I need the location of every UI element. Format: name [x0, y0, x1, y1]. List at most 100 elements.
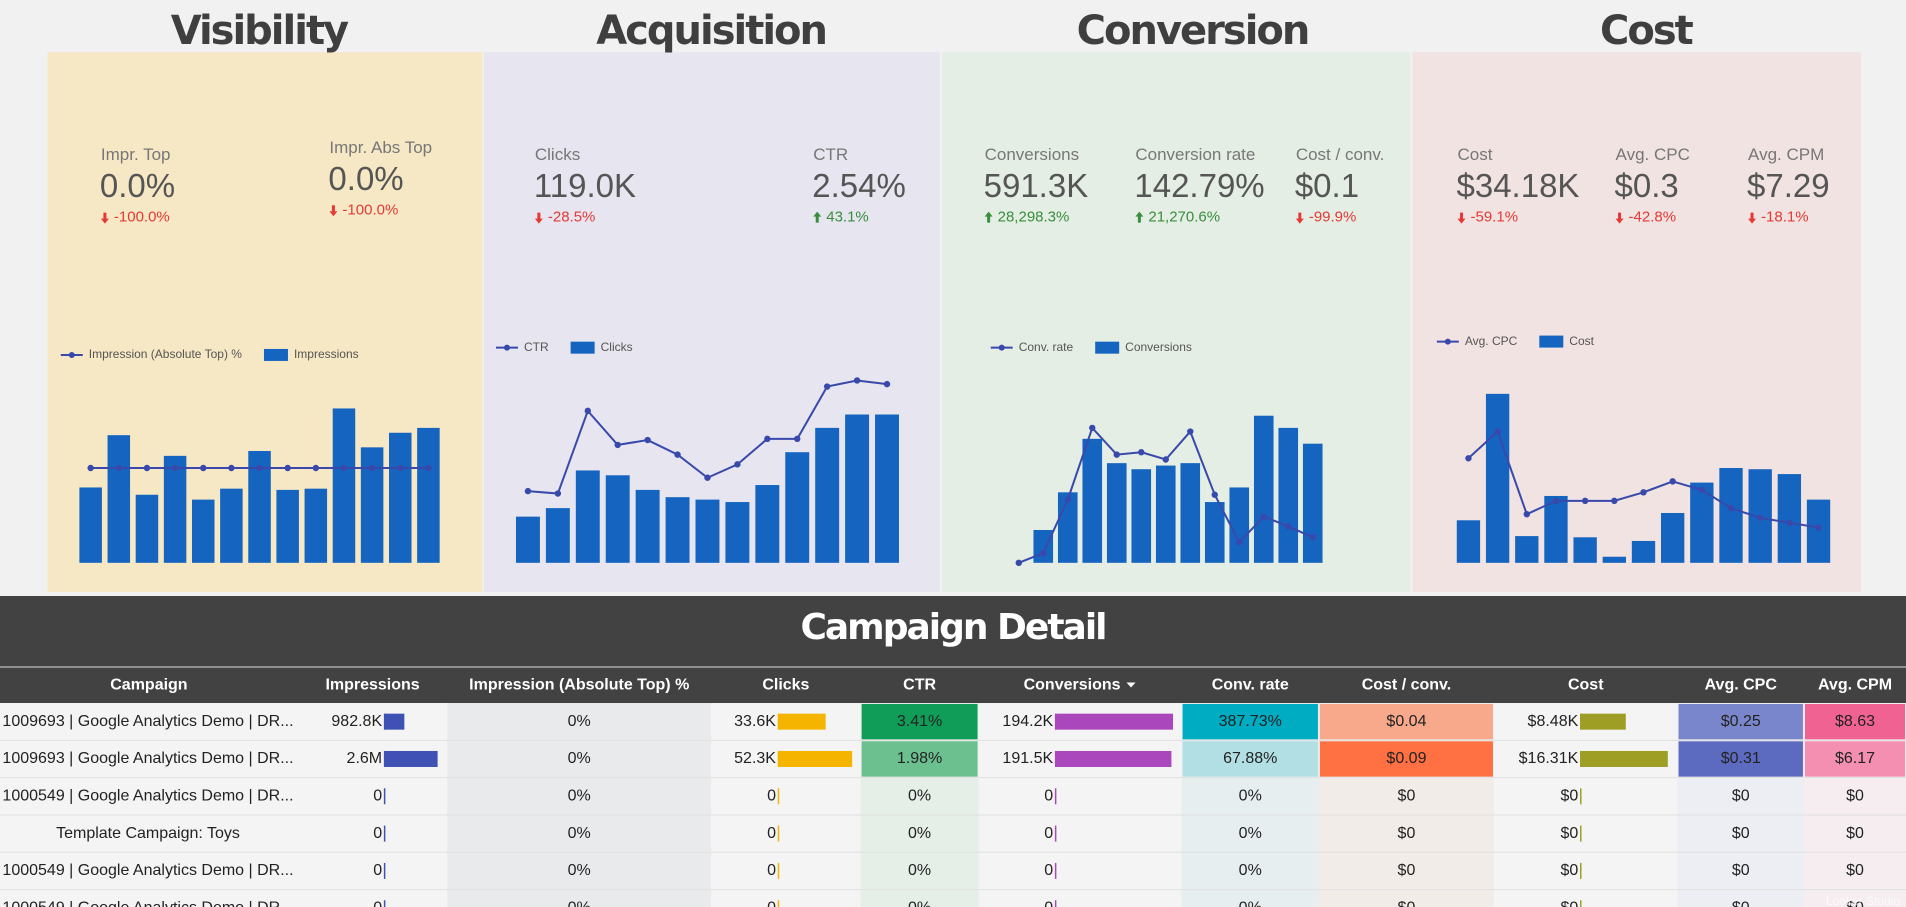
- panel-title: Cost: [1600, 8, 1694, 54]
- line-point: [764, 435, 771, 443]
- data-bar: [1055, 750, 1172, 767]
- bar: [1033, 530, 1054, 563]
- cell-highlight: [861, 704, 978, 740]
- column-header[interactable]: Campaign: [110, 677, 187, 694]
- line-point: [674, 451, 681, 458]
- line-point: [1309, 534, 1316, 541]
- line-point: [554, 490, 562, 497]
- campaign-name[interactable]: Template Campaign: Toys: [56, 825, 240, 842]
- data-bar: [777, 750, 853, 767]
- column-header[interactable]: Clicks: [762, 677, 809, 694]
- cell-value: $0: [1846, 825, 1864, 842]
- legend-dot: [68, 351, 75, 358]
- cell-highlight: [1678, 741, 1803, 777]
- bar: [1302, 443, 1323, 563]
- kpi-label: Clicks: [535, 145, 580, 164]
- bar: [1082, 438, 1103, 563]
- column-header[interactable]: Cost: [1568, 677, 1604, 694]
- kpi-value: 0.0%: [328, 160, 403, 197]
- table-title-band: [0, 596, 1906, 666]
- cell-value: 0%: [908, 862, 931, 879]
- bar: [845, 414, 870, 563]
- column-background: [447, 703, 712, 907]
- cell-value: 0%: [568, 825, 591, 842]
- column-header[interactable]: CTR: [903, 677, 936, 694]
- line-point: [1089, 424, 1096, 432]
- kpi-label: Avg. CPC: [1616, 145, 1690, 164]
- kpi-label: CTR: [813, 145, 848, 164]
- line-point: [1236, 538, 1243, 546]
- kpi-value: 119.0K: [534, 167, 636, 204]
- kpi-value: $0.1: [1295, 167, 1359, 204]
- campaign-name[interactable]: 1000549 | Google Analytics Demo | DR...: [2, 788, 293, 805]
- line-point: [228, 464, 235, 472]
- campaign-name[interactable]: 1009693 | Google Analytics Demo | DR...: [2, 713, 293, 730]
- campaign-name[interactable]: 1009693 | Google Analytics Demo | DR...: [2, 750, 293, 767]
- legend-label: CTR: [524, 340, 549, 354]
- column-header[interactable]: Avg. CPM: [1818, 677, 1892, 694]
- campaign-name[interactable]: 1000549 | Google Analytics Demo | DR...: [2, 899, 293, 907]
- legend-swatch: [1539, 335, 1564, 348]
- cell-value: 0%: [568, 750, 591, 767]
- cell-value: 0: [767, 899, 776, 907]
- line-point: [1113, 451, 1120, 458]
- kpi-value: $7.29: [1747, 167, 1830, 204]
- bar: [1131, 469, 1152, 563]
- line-point: [312, 464, 320, 472]
- column-background: [297, 703, 448, 907]
- kpi-label: Impr. Abs Top: [329, 138, 432, 157]
- panel-title: Visibility: [171, 8, 349, 54]
- column-header[interactable]: Impressions: [325, 677, 419, 694]
- kpi-change: -42.8%: [1629, 209, 1677, 226]
- bar: [389, 432, 412, 563]
- line-point: [1640, 489, 1647, 496]
- line-point: [1040, 549, 1047, 557]
- trend-arrow: [329, 205, 338, 217]
- kpi-label: Cost: [1458, 145, 1493, 164]
- line-point: [340, 464, 348, 472]
- cell-value: 3.41%: [897, 713, 942, 730]
- cell-value: $0: [1560, 788, 1578, 805]
- column-header[interactable]: Conv. rate: [1212, 677, 1289, 694]
- watermark: Looker Studio: [1826, 894, 1900, 907]
- legend-swatch: [263, 348, 288, 361]
- cell-value: $0.04: [1386, 713, 1426, 730]
- campaign-name[interactable]: 1000549 | Google Analytics Demo | DR...: [2, 862, 293, 879]
- column-header[interactable]: Impression (Absolute Top) %: [469, 677, 689, 694]
- kpi-value: 0.0%: [100, 167, 175, 204]
- line-point: [1611, 497, 1618, 505]
- trend-arrow: [100, 212, 109, 224]
- line-point: [397, 464, 404, 472]
- cell-highlight: [861, 741, 978, 777]
- bar: [875, 414, 899, 563]
- cell-value: $0: [1560, 825, 1578, 842]
- cell-value: $0: [1398, 825, 1416, 842]
- kpi-label: Cost / conv.: [1296, 145, 1385, 164]
- column-header[interactable]: Avg. CPC: [1705, 677, 1778, 694]
- column-header[interactable]: Cost / conv.: [1362, 677, 1452, 694]
- data-bar: [1580, 750, 1668, 767]
- line-point: [1727, 504, 1735, 512]
- cell-value: $0: [1398, 862, 1416, 879]
- bar: [785, 452, 810, 563]
- column-header[interactable]: Conversions: [1024, 677, 1121, 694]
- legend-dot: [1444, 338, 1451, 345]
- legend-dot: [998, 344, 1005, 351]
- line-point: [1138, 449, 1145, 456]
- kpi-change: 21,270.6%: [1148, 209, 1220, 226]
- line-point: [1552, 497, 1560, 505]
- line-point: [853, 377, 861, 384]
- line-point: [1494, 428, 1501, 435]
- kpi-value: $34.18K: [1457, 167, 1580, 204]
- bar: [1106, 463, 1127, 563]
- column-background: [1493, 703, 1678, 907]
- line-point: [1162, 456, 1169, 463]
- kpi-label: Avg. CPM: [1748, 145, 1824, 164]
- bar: [1806, 499, 1831, 563]
- bar: [575, 470, 600, 563]
- bar: [1602, 556, 1626, 563]
- header-row: [0, 666, 1906, 703]
- line-point: [1815, 524, 1822, 531]
- cell-value: 0: [1044, 862, 1053, 879]
- cell-value: $0: [1846, 862, 1864, 879]
